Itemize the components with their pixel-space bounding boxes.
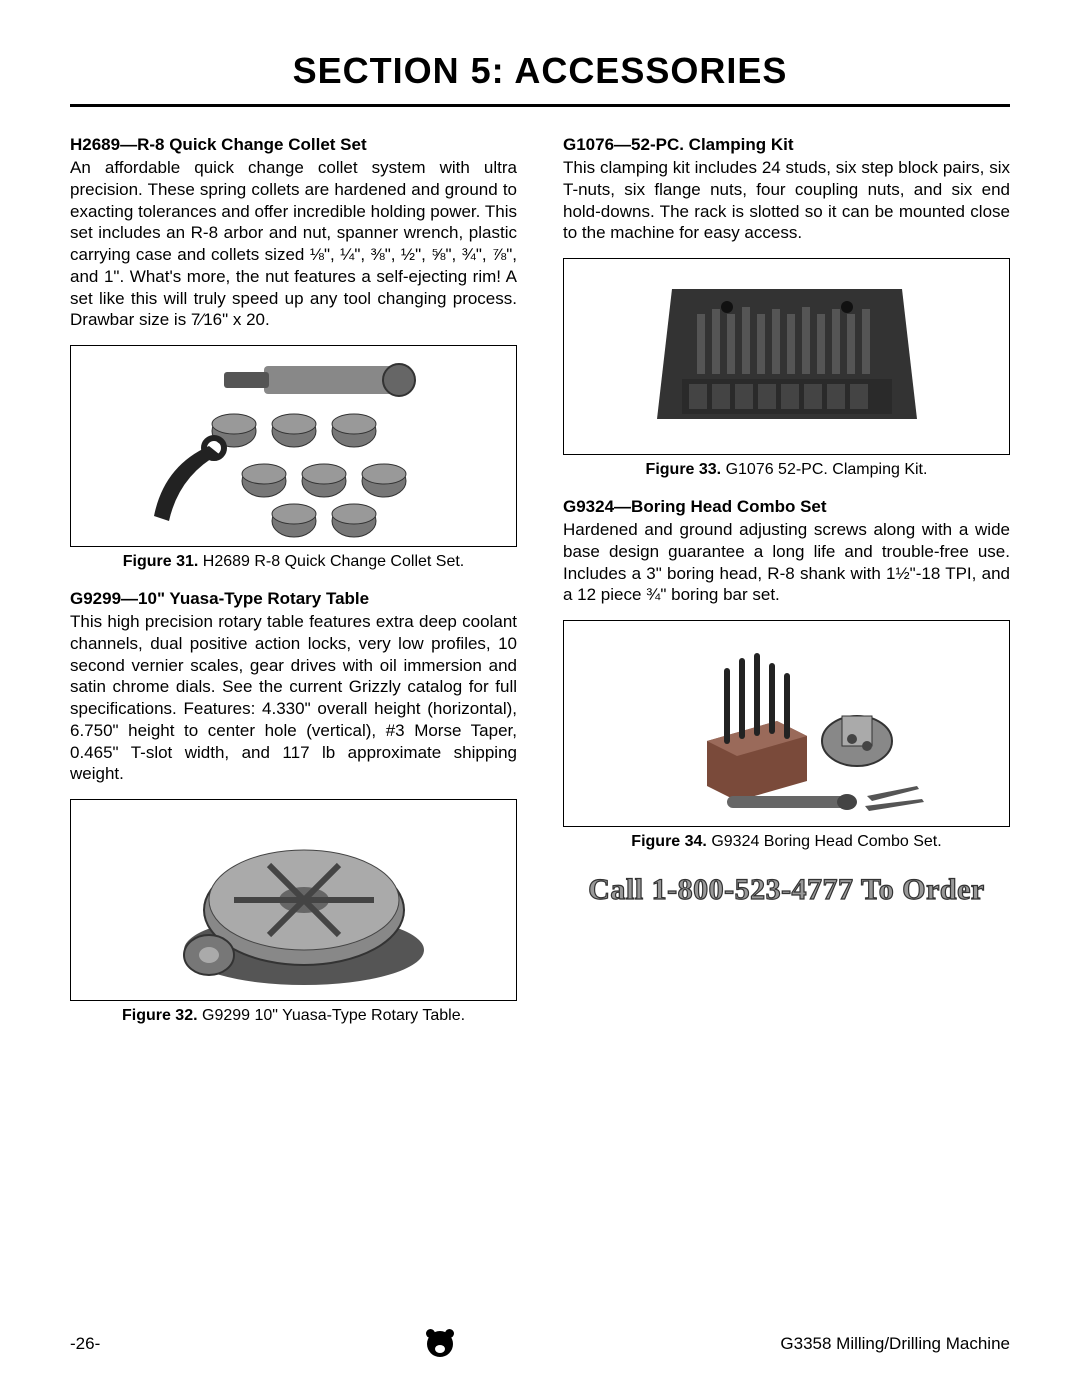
- right-column: G1076—52-PC. Clamping Kit This clamping …: [563, 135, 1010, 1043]
- figure-label: Figure 32.: [122, 1007, 198, 1024]
- call-to-order: Call 1-800-523-4777 To Order: [563, 873, 1010, 907]
- product-g9324: G9324—Boring Head Combo Set Hardened and…: [563, 497, 1010, 851]
- figure-caption-33: Figure 33. G1076 52-PC. Clamping Kit.: [563, 461, 1010, 479]
- product-title: H2689—R-8 Quick Change Collet Set: [70, 135, 517, 155]
- product-title: G1076—52-PC. Clamping Kit: [563, 135, 1010, 155]
- figure-text: G9299 10" Yuasa-Type Rotary Table.: [198, 1007, 465, 1024]
- figure-box-31: [70, 345, 517, 547]
- figure-label: Figure 33.: [646, 461, 722, 478]
- product-desc: This high precision rotary table feature…: [70, 611, 517, 785]
- figure-box-33: [563, 258, 1010, 455]
- rotary-table-image: [114, 800, 474, 1000]
- section-title: SECTION 5: ACCESSORIES: [70, 50, 1010, 107]
- product-title: G9299—10" Yuasa-Type Rotary Table: [70, 589, 517, 609]
- product-g9299: G9299—10" Yuasa-Type Rotary Table This h…: [70, 589, 517, 1025]
- product-h2689: H2689—R-8 Quick Change Collet Set An aff…: [70, 135, 517, 571]
- page-number: -26-: [70, 1334, 100, 1354]
- figure-text: G1076 52-PC. Clamping Kit.: [721, 461, 927, 478]
- product-desc: An affordable quick change collet system…: [70, 157, 517, 331]
- collet-set-image: [114, 346, 474, 546]
- figure-box-32: [70, 799, 517, 1001]
- product-desc: Hardened and ground adjusting screws alo…: [563, 519, 1010, 606]
- figure-caption-34: Figure 34. G9324 Boring Head Combo Set.: [563, 833, 1010, 851]
- product-g1076: G1076—52-PC. Clamping Kit This clamping …: [563, 135, 1010, 479]
- product-desc: This clamping kit includes 24 studs, six…: [563, 157, 1010, 244]
- model-name: G3358 Milling/Drilling Machine: [780, 1334, 1010, 1354]
- figure-label: Figure 34.: [631, 833, 707, 850]
- boring-head-image: [607, 621, 967, 826]
- figure-caption-32: Figure 32. G9299 10" Yuasa-Type Rotary T…: [70, 1007, 517, 1025]
- figure-label: Figure 31.: [123, 553, 199, 570]
- figure-text: H2689 R-8 Quick Change Collet Set.: [198, 553, 464, 570]
- figure-box-34: [563, 620, 1010, 827]
- content-columns: H2689—R-8 Quick Change Collet Set An aff…: [70, 135, 1010, 1043]
- figure-caption-31: Figure 31. H2689 R-8 Quick Change Collet…: [70, 553, 517, 571]
- clamping-kit-image: [607, 259, 967, 454]
- bear-logo-icon: [427, 1331, 453, 1357]
- figure-text: G9324 Boring Head Combo Set.: [707, 833, 942, 850]
- left-column: H2689—R-8 Quick Change Collet Set An aff…: [70, 135, 517, 1043]
- product-title: G9324—Boring Head Combo Set: [563, 497, 1010, 517]
- page-footer: -26- G3358 Milling/Drilling Machine: [70, 1331, 1010, 1357]
